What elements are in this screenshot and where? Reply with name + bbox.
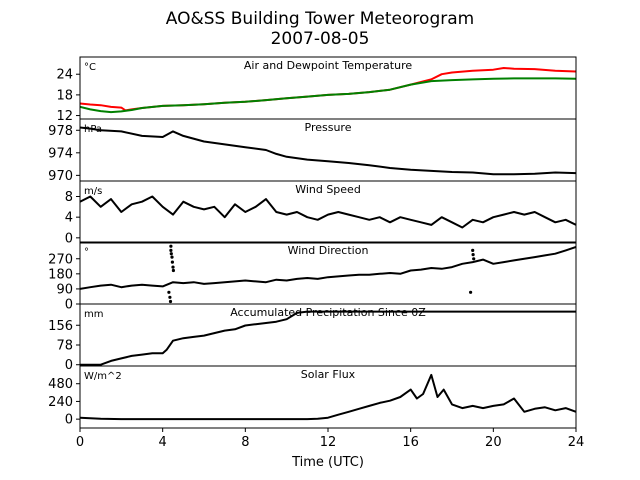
scatter-point-wind_direction (472, 257, 476, 261)
y-tick-label-wind_direction: 180 (48, 267, 73, 282)
panel-temperature-data (80, 67, 576, 114)
scatter-point-wind_direction (167, 290, 171, 294)
y-tick-label-solar_flux: 240 (48, 395, 73, 410)
panel-title-temperature: Air and Dewpoint Temperature (244, 59, 412, 72)
panel-unit-wind_direction: ° (84, 247, 89, 258)
series-line-solar_flux-0 (80, 373, 576, 421)
panel-unit-wind_speed: m/s (84, 186, 102, 197)
series-line-pressure-0 (80, 126, 576, 176)
scatter-point-wind_direction (171, 268, 175, 273)
panel-wind_direction-data (80, 244, 576, 304)
series-line-temperature-0 (80, 67, 576, 112)
panel-title-wind_direction: Wind Direction (288, 244, 369, 257)
series-line-temperature-1 (80, 77, 576, 114)
y-tick-label-temperature: 18 (56, 88, 73, 103)
scatter-point-wind_direction (168, 299, 173, 304)
series-line-wind_speed-0 (80, 195, 576, 229)
y-tick-label-wind_speed: 8 (65, 190, 73, 205)
scatter-point-wind_direction (169, 248, 173, 252)
x-tick-label: 0 (76, 435, 84, 450)
x-tick-label: 4 (159, 435, 167, 450)
panel-frame-wind_speed (79, 180, 577, 244)
panel-precipitation: 0 78 156 mm Accumulated Precipitation Since … (48, 303, 577, 373)
panel-temperature: 12 18 24 °C Air and Dewpoint Temperature (56, 56, 577, 124)
y-tick-label-wind_speed: 0 (65, 231, 73, 246)
panel-title-precipitation: Accumulated Precipitation Since 0Z (230, 306, 426, 319)
scatter-point-wind_direction (471, 253, 475, 257)
y-tick-label-precipitation: 156 (48, 319, 73, 334)
y-tick-label-pressure: 978 (48, 124, 73, 139)
x-tick-label: 24 (568, 435, 585, 450)
panel-pressure-data (80, 126, 576, 176)
x-tick-label: 12 (320, 435, 337, 450)
x-tick-label: 20 (485, 435, 502, 450)
panel-solar_flux-data (80, 373, 576, 421)
scatter-point-wind_direction (469, 290, 473, 294)
panel-title-wind_speed: Wind Speed (295, 183, 361, 196)
panel-pressure: 970 974 978 hPa Pressure (48, 118, 577, 184)
scatter-point-wind_direction (169, 252, 173, 256)
y-tick-label-pressure: 970 (48, 169, 73, 184)
scatter-point-wind_direction (471, 248, 475, 252)
scatter-point-wind_direction (168, 295, 172, 299)
x-tick-label: 8 (241, 435, 249, 450)
y-tick-label-wind_speed: 4 (65, 211, 73, 226)
y-tick-label-wind_direction: 0 (65, 298, 73, 313)
y-tick-label-solar_flux: 480 (48, 377, 73, 392)
panel-title-pressure: Pressure (305, 121, 352, 134)
panel-unit-solar_flux: W/m^2 (84, 371, 122, 382)
y-tick-label-precipitation: 0 (65, 358, 73, 373)
panel-unit-pressure: hPa (84, 124, 102, 135)
chart-title-line2: 2007-08-05 (271, 29, 370, 49)
chart-title-line1: AO&SS Building Tower Meteorogram (166, 9, 474, 29)
panel-title-solar_flux: Solar Flux (301, 368, 356, 381)
x-tick-label: 16 (402, 435, 419, 450)
panel-wind_speed-data (80, 195, 576, 229)
y-tick-label-wind_direction: 90 (56, 282, 73, 297)
scatter-point-wind_direction (170, 260, 174, 264)
series-line-wind_direction-0 (80, 246, 576, 290)
scatter-point-wind_direction (169, 244, 173, 248)
y-tick-label-precipitation: 78 (56, 338, 73, 353)
panel-solar_flux: 0 240 480 W/m^2 Solar Flux (48, 365, 577, 429)
scatter-point-wind_direction (171, 265, 175, 269)
panel-unit-temperature: °C (84, 62, 96, 73)
y-tick-label-wind_direction: 270 (48, 252, 73, 267)
y-tick-label-temperature: 12 (56, 109, 73, 124)
panel-precipitation-data (80, 310, 576, 366)
series-line-precipitation-0 (80, 310, 576, 366)
y-tick-label-temperature: 24 (56, 68, 73, 83)
panel-unit-precipitation: mm (84, 309, 103, 320)
y-tick-label-solar_flux: 0 (65, 413, 73, 428)
scatter-point-wind_direction (170, 255, 174, 259)
y-tick-label-pressure: 974 (48, 146, 73, 161)
x-axis: 0 4 8 12 16 20 24 (76, 428, 584, 450)
panel-wind_speed: 0 4 8 m/s Wind Speed (65, 180, 577, 246)
x-axis-label: Time (UTC) (291, 455, 364, 470)
